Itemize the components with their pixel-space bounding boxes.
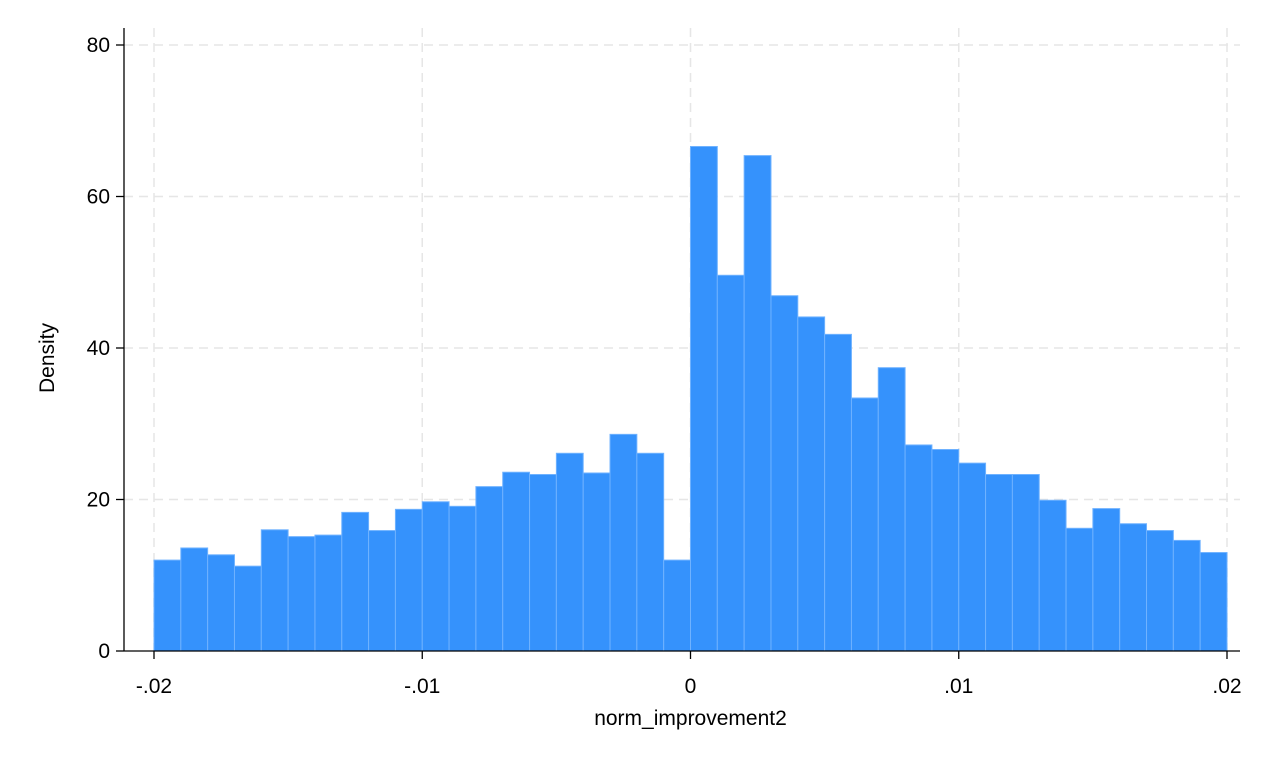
histogram-bar <box>502 471 531 652</box>
axes <box>123 28 1240 652</box>
y-tick-label: 80 <box>87 34 110 57</box>
histogram-bar <box>1172 539 1201 652</box>
histogram-bar <box>770 295 799 652</box>
y-tick-label: 60 <box>87 186 110 209</box>
x-axis-title: norm_improvement2 <box>594 707 787 730</box>
histogram-bar <box>475 486 504 652</box>
x-tick-label: 0 <box>685 675 697 698</box>
y-tick-label: 40 <box>87 337 110 360</box>
histogram-bar <box>958 462 987 652</box>
histogram-bar <box>341 511 370 652</box>
histogram-bar <box>931 449 960 652</box>
histogram-bar <box>260 529 289 652</box>
x-tick-label: .01 <box>944 675 973 698</box>
histogram-bar <box>394 508 423 652</box>
histogram-bar <box>1199 552 1228 652</box>
histogram-bar <box>233 565 262 652</box>
histogram-bar <box>690 146 718 652</box>
histogram-bar <box>1065 527 1094 652</box>
histogram-bars <box>153 146 1228 652</box>
x-tick-label: -.01 <box>404 675 440 698</box>
histogram-bar <box>743 155 772 652</box>
histogram-bar <box>153 559 182 652</box>
histogram-bar <box>1146 530 1174 652</box>
histogram-bar <box>1119 523 1148 652</box>
histogram-bar <box>368 530 396 652</box>
histogram-bar <box>582 472 611 652</box>
histogram-bar <box>904 444 933 652</box>
histogram-bar <box>985 474 1013 652</box>
histogram-bar <box>421 501 450 652</box>
histogram-bar <box>1092 508 1121 652</box>
histogram-bar <box>555 452 584 652</box>
histogram-bar <box>207 554 235 652</box>
y-tick-label: 0 <box>98 640 110 663</box>
histogram-bar <box>797 316 826 652</box>
histogram-bar <box>636 452 665 652</box>
histogram-bar <box>1038 499 1067 652</box>
histogram-bar <box>180 547 209 652</box>
histogram-bar <box>716 274 745 652</box>
histogram-bar <box>1011 474 1040 652</box>
histogram-bar <box>287 536 316 652</box>
y-axis-title: Density <box>36 322 59 393</box>
histogram-bar <box>314 534 343 652</box>
histogram-bar <box>850 397 879 652</box>
histogram-bar <box>609 433 638 652</box>
x-tick-label: .02 <box>1212 675 1241 698</box>
histogram-bar <box>529 474 557 652</box>
histogram-bar <box>877 367 906 652</box>
y-tick-label: 20 <box>87 489 110 512</box>
histogram-bar <box>663 559 691 652</box>
grid-lines <box>124 28 1240 651</box>
x-tick-label: -.02 <box>136 675 172 698</box>
histogram-bar <box>448 505 477 652</box>
histogram-bar <box>824 333 852 652</box>
axis-ticks: 0 20 40 60 80 -.02 -.01 0 .01 .02 <box>87 34 1242 698</box>
